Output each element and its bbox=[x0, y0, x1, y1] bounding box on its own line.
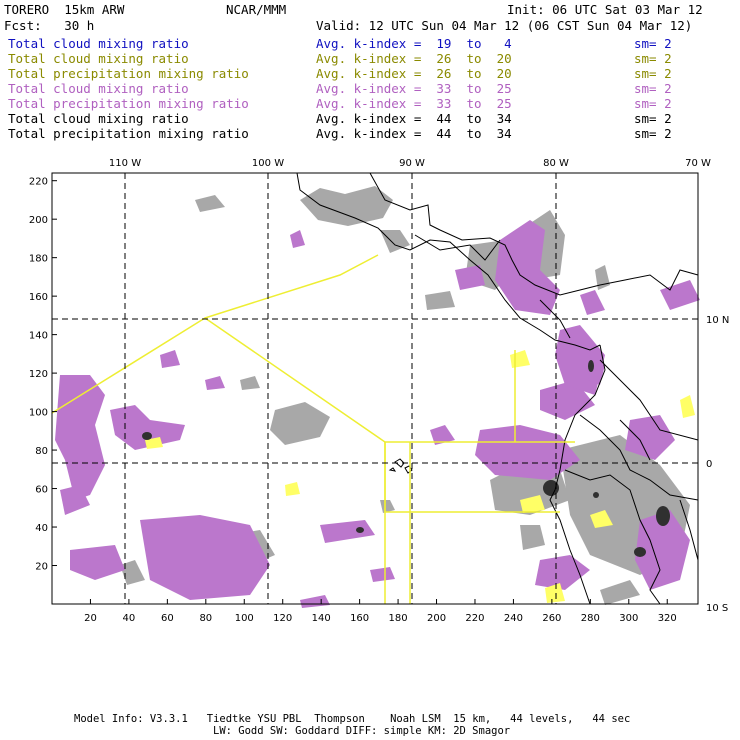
legend-sm-5: sm= 2 bbox=[634, 111, 672, 126]
x-tick-label-11: 240 bbox=[504, 613, 523, 624]
legend-kindex-0: Avg. k-index = 19 to 4 bbox=[316, 36, 512, 51]
lat-label-0: 10 N bbox=[706, 315, 729, 326]
x-tick-label-6: 140 bbox=[312, 613, 331, 624]
x-tick-label-2: 60 bbox=[161, 613, 174, 624]
y-tick-label-0: 20 bbox=[35, 562, 48, 573]
y-tick-label-7: 160 bbox=[29, 292, 48, 303]
org-label: NCAR/MMM bbox=[226, 2, 287, 17]
x-tick-label-13: 280 bbox=[581, 613, 600, 624]
latitude-labels: 10 N 0 10 S bbox=[706, 315, 729, 614]
legend-kindex-1: Avg. k-index = 26 to 20 bbox=[316, 51, 512, 66]
dark-core-areas bbox=[142, 360, 670, 557]
legend-kindex-6: Avg. k-index = 44 to 34 bbox=[316, 126, 512, 141]
legend-field-1: Total cloud mixing ratio bbox=[8, 51, 189, 66]
legend-field-0: Total cloud mixing ratio bbox=[8, 36, 189, 51]
x-tick-label-7: 160 bbox=[350, 613, 369, 624]
y-axis-ticks: 20 40 60 80 100 120 140 160 180 200 220 bbox=[29, 177, 57, 573]
legend-sm-1: sm= 2 bbox=[634, 51, 672, 66]
y-tick-label-10: 220 bbox=[29, 177, 48, 188]
y-tick-label-4: 100 bbox=[29, 408, 48, 419]
lon-label-3: 80 W bbox=[543, 158, 569, 169]
x-tick-label-14: 300 bbox=[619, 613, 638, 624]
y-tick-label-9: 200 bbox=[29, 215, 48, 226]
y-tick-label-1: 40 bbox=[35, 523, 48, 534]
legend-sm-6: sm= 2 bbox=[634, 126, 672, 141]
legend-kindex-3: Avg. k-index = 33 to 25 bbox=[316, 81, 512, 96]
legend-field-5: Total cloud mixing ratio bbox=[8, 111, 189, 126]
model-info-line1: Model Info: V3.3.1 Tiedtke YSU PBL Thomp… bbox=[74, 713, 631, 725]
legend-field-4: Total precipitation mixing ratio bbox=[8, 96, 249, 111]
legend-kindex-5: Avg. k-index = 44 to 34 bbox=[316, 111, 512, 126]
init-time: Init: 06 UTC Sat 03 Mar 12 bbox=[507, 2, 703, 17]
lon-label-2: 90 W bbox=[399, 158, 425, 169]
y-tick-label-3: 80 bbox=[35, 446, 48, 457]
legend-sm-0: sm= 2 bbox=[634, 36, 672, 51]
lon-label-4: 70 W bbox=[685, 158, 711, 169]
y-tick-label-5: 120 bbox=[29, 369, 48, 380]
x-tick-label-4: 100 bbox=[235, 613, 254, 624]
legend-sm-4: sm= 2 bbox=[634, 96, 672, 111]
legend-sm-2: sm= 2 bbox=[634, 66, 672, 81]
y-tick-label-6: 140 bbox=[29, 331, 48, 342]
y-tick-label-8: 180 bbox=[29, 254, 48, 265]
domain-boundaries bbox=[51, 254, 575, 604]
valid-time: Valid: 12 UTC Sun 04 Mar 12 (06 CST Sun … bbox=[316, 18, 693, 33]
x-tick-label-1: 40 bbox=[123, 613, 136, 624]
x-tick-label-8: 180 bbox=[389, 613, 408, 624]
legend-kindex-4: Avg. k-index = 33 to 25 bbox=[316, 96, 512, 111]
lon-label-0: 110 W bbox=[109, 158, 141, 169]
forecast-hour: Fcst: 30 h bbox=[4, 18, 95, 33]
x-tick-label-5: 120 bbox=[273, 613, 292, 624]
longitude-labels: 110 W 100 W 90 W 80 W 70 W bbox=[109, 158, 711, 169]
x-tick-label-10: 220 bbox=[465, 613, 484, 624]
x-axis-ticks: 20 40 60 80 100 120 140 160 180 200 220 240 260 280 30… bbox=[84, 599, 677, 624]
legend-field-3: Total cloud mixing ratio bbox=[8, 81, 189, 96]
coastlines bbox=[296, 172, 699, 605]
lon-label-1: 100 W bbox=[252, 158, 284, 169]
x-tick-label-0: 20 bbox=[84, 613, 97, 624]
lat-label-2: 10 S bbox=[706, 603, 728, 614]
lat-label-1: 0 bbox=[706, 459, 712, 470]
legend-field-6: Total precipitation mixing ratio bbox=[8, 126, 249, 141]
plot-frame bbox=[51, 172, 699, 605]
legend-field-2: Total precipitation mixing ratio bbox=[8, 66, 249, 81]
latlon-grid bbox=[52, 173, 698, 604]
y-tick-label-2: 60 bbox=[35, 485, 48, 496]
model-info-line2: LW: Godd SW: Goddard DIFF: simple KM: 2D… bbox=[213, 725, 511, 737]
legend-kindex-2: Avg. k-index = 26 to 20 bbox=[316, 66, 512, 81]
x-tick-label-12: 260 bbox=[542, 613, 561, 624]
legend-sm-3: sm= 2 bbox=[634, 81, 672, 96]
model-title: TORERO 15km ARW bbox=[4, 2, 125, 17]
x-tick-label-9: 200 bbox=[427, 613, 446, 624]
x-tick-label-15: 320 bbox=[658, 613, 677, 624]
purple-precip-areas bbox=[55, 220, 700, 608]
x-tick-label-3: 80 bbox=[199, 613, 212, 624]
